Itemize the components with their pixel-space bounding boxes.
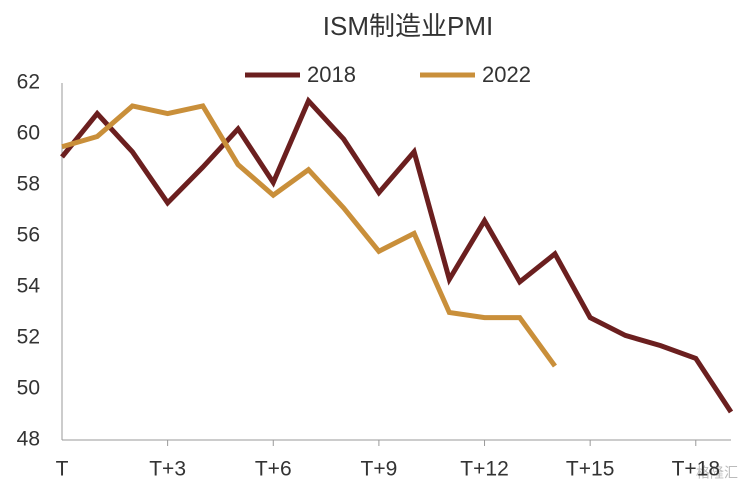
y-tick-label: 48 [17, 428, 40, 451]
chart-title: ISM制造业PMI [323, 11, 493, 41]
legend-label: 2022 [482, 62, 531, 87]
x-tick-label: T+15 [566, 458, 614, 481]
x-tick-label: T+3 [149, 458, 186, 481]
x-tick-label: T+6 [255, 458, 292, 481]
y-tick-label: 56 [17, 224, 40, 247]
legend-label: 2018 [307, 62, 356, 87]
y-tick-label: 60 [17, 122, 40, 145]
line-series [60, 96, 734, 414]
y-tick-label: 50 [17, 377, 40, 400]
y-tick-label: 58 [17, 173, 40, 196]
line-series [61, 103, 557, 368]
x-tick-label: T+18 [672, 458, 720, 481]
x-tick-label: T+12 [460, 458, 508, 481]
x-tick-label: T [56, 458, 69, 481]
y-tick-label: 62 [17, 71, 40, 94]
watermark: 格隆汇 [696, 465, 738, 481]
y-tick-label: 52 [17, 326, 40, 349]
y-tick-label: 54 [17, 275, 41, 298]
x-tick-label: T+9 [361, 458, 398, 481]
